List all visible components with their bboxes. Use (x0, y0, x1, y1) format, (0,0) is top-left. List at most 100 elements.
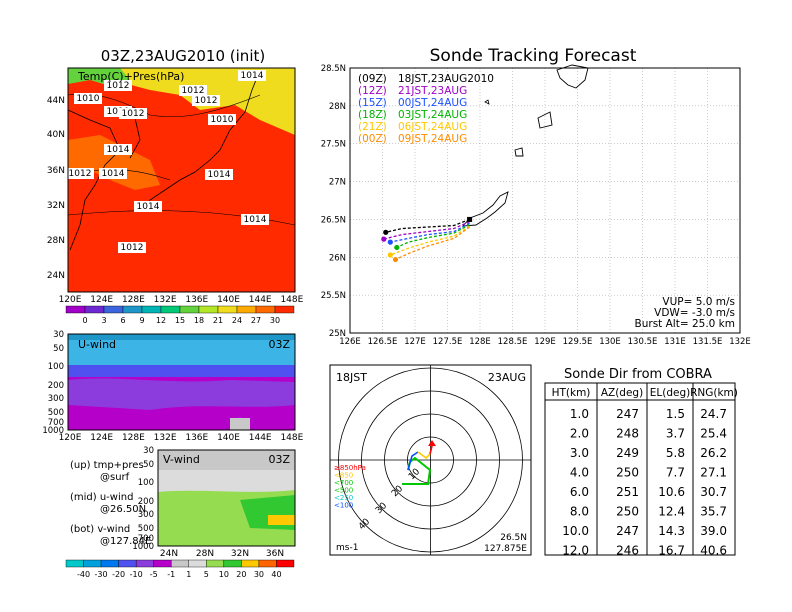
polar-plot: 10 20 30 40 18JST 23AUG ≥850hPa<850<700<… (329, 364, 532, 556)
v-wind-pressure-tick: 700 (138, 534, 154, 544)
polar-level-label: ≥850hPa (334, 464, 366, 472)
surface-colorbar-label: 30 (270, 316, 280, 325)
isobar-label: 1012 (182, 86, 205, 96)
wind-colorbar-label: 5 (204, 570, 209, 579)
surface-colorbar-label: 18 (194, 316, 204, 325)
tracking-lat-tick: 26.5N (321, 215, 346, 225)
table-cell: 8.0 (570, 505, 589, 519)
v-wind-pressure-tick: 30 (143, 446, 154, 456)
isobar-label: 1012 (122, 109, 145, 119)
hodograph-trace-blue (407, 451, 419, 471)
table-cell: 30.7 (700, 485, 727, 499)
u-wind-lon-tick: 120E (59, 433, 82, 443)
v-wind-band-warm (268, 515, 295, 525)
surface-lat-tick: 40N (47, 130, 65, 140)
tracking-lon-tick: 127E (404, 337, 426, 347)
polar-loc-lon: 127.875E (484, 544, 527, 554)
temp-zone-cool (68, 68, 295, 135)
u-wind-lon-tick: 148E (280, 433, 303, 443)
tracking-lon-tick: 126E (339, 337, 361, 347)
table-cell: 1.0 (570, 407, 589, 421)
surface-lon-tick: 148E (280, 295, 303, 305)
note-mid: (mid) u-wind (70, 492, 133, 503)
note-bot: (bot) v-wind (70, 524, 130, 535)
isobar-label-box (205, 169, 233, 180)
v-wind-pressure-tick: 300 (138, 510, 154, 520)
surface-colorbar-swatch (255, 305, 276, 314)
tracking-map: Sonde Tracking Forecast 28.5N 28N 27.5N 27N… (321, 46, 751, 347)
isobar-label-box (241, 214, 269, 225)
table-cell: 250 (616, 505, 639, 519)
isobar-label: 1014 (241, 71, 264, 81)
isobar-label: 1010 (77, 94, 100, 104)
polar-level-label: <100 (334, 502, 353, 510)
polar-ring-20 (384, 413, 477, 507)
polar-unit: ms-1 (336, 543, 358, 553)
wind-colorbar-swatch (135, 559, 154, 568)
table-cell: 14.3 (658, 524, 685, 538)
tracking-lon-tick: 131.5E (693, 337, 723, 347)
table-cell: 3.7 (666, 427, 685, 441)
u-wind-pressure-tick: 200 (48, 381, 64, 391)
surface-lat-ticks: 44N 40N 36N 32N 28N 24N (47, 96, 65, 281)
surface-colorbar-label: 6 (120, 316, 125, 325)
legend-label: 06JST,24AUG (398, 121, 467, 133)
table-cell: 39.0 (700, 524, 727, 538)
table-title: Sonde Dir from COBRA (564, 367, 712, 382)
table-cell: 2.0 (570, 427, 589, 441)
wind-colorbar-swatch (276, 559, 295, 568)
polar-loc-lat: 26.5N (500, 533, 527, 543)
surface-colorbar-swatch (160, 305, 181, 314)
coastline-japan (139, 111, 246, 211)
u-wind-pressure-tick: 1000 (42, 426, 64, 436)
track-line (390, 225, 470, 256)
cobra-table: Sonde Dir from COBRA HT(km) AZ(deg) EL(deg… (544, 367, 738, 558)
tracking-grid (350, 68, 740, 333)
isobar-label-box (104, 144, 132, 155)
v-wind-label: V-wind (163, 453, 200, 466)
u-wind-label: U-wind (78, 338, 116, 351)
table-cell: 7.7 (666, 466, 685, 480)
tracking-lon-tick: 129.5E (563, 337, 593, 347)
table-cell: 250 (616, 466, 639, 480)
isobar-label-box (74, 93, 102, 104)
track-landing-point (383, 229, 389, 235)
wind-colorbar-swatch (206, 559, 225, 568)
v-wind-lat-tick: 32N (231, 549, 249, 559)
main-title: Sonde Tracking Forecast (430, 46, 637, 66)
isobar-label: 1012 (107, 81, 130, 91)
v-wind-band-top (158, 450, 295, 470)
tracking-lon-tick: 126.5E (368, 337, 398, 347)
polar-ring-30 (361, 390, 500, 530)
surface-map-frame (67, 67, 296, 293)
track-line (396, 224, 470, 249)
isobar-label: 1014 (107, 145, 130, 155)
hodograph-trace-red (429, 445, 433, 455)
track-line (383, 221, 470, 240)
u-wind-positive-patch (230, 418, 250, 430)
wind-colorbar-label: 40 (271, 570, 281, 579)
wind-colorbar-label: -10 (130, 570, 143, 579)
surface-lon-tick: 144E (249, 295, 272, 305)
table-cell: 6.0 (570, 485, 589, 499)
polar-level-label: <500 (334, 487, 353, 495)
coastline-china (67, 109, 121, 251)
polar-level-label: <850 (334, 472, 353, 480)
track-line (385, 218, 470, 233)
u-wind-pressure-tick: 300 (48, 394, 64, 404)
table-cell: 40.6 (700, 544, 727, 558)
legend-code: (12Z) (358, 85, 387, 97)
surface-lon-ticks: 120E 124E 128E 132E 136E 140E 144E 148E (59, 295, 304, 305)
tracking-lon-tick: 130.5E (628, 337, 658, 347)
isobar-label: 1014 (102, 169, 125, 179)
surface-colorbar-swatch (198, 305, 219, 314)
u-wind-time: 03Z (268, 338, 290, 351)
burst-alt-text: Burst Alt= 25.0 km (635, 318, 735, 330)
polar-level-label: <700 (334, 479, 353, 487)
wind-colorbar-swatch (223, 559, 242, 568)
surface-colorbar-label: 0 (82, 316, 87, 325)
temp-zone-warm (68, 135, 160, 190)
isobar-labels: 1014101210101012101010121010101210121014… (66, 70, 269, 253)
track-line (390, 222, 470, 243)
